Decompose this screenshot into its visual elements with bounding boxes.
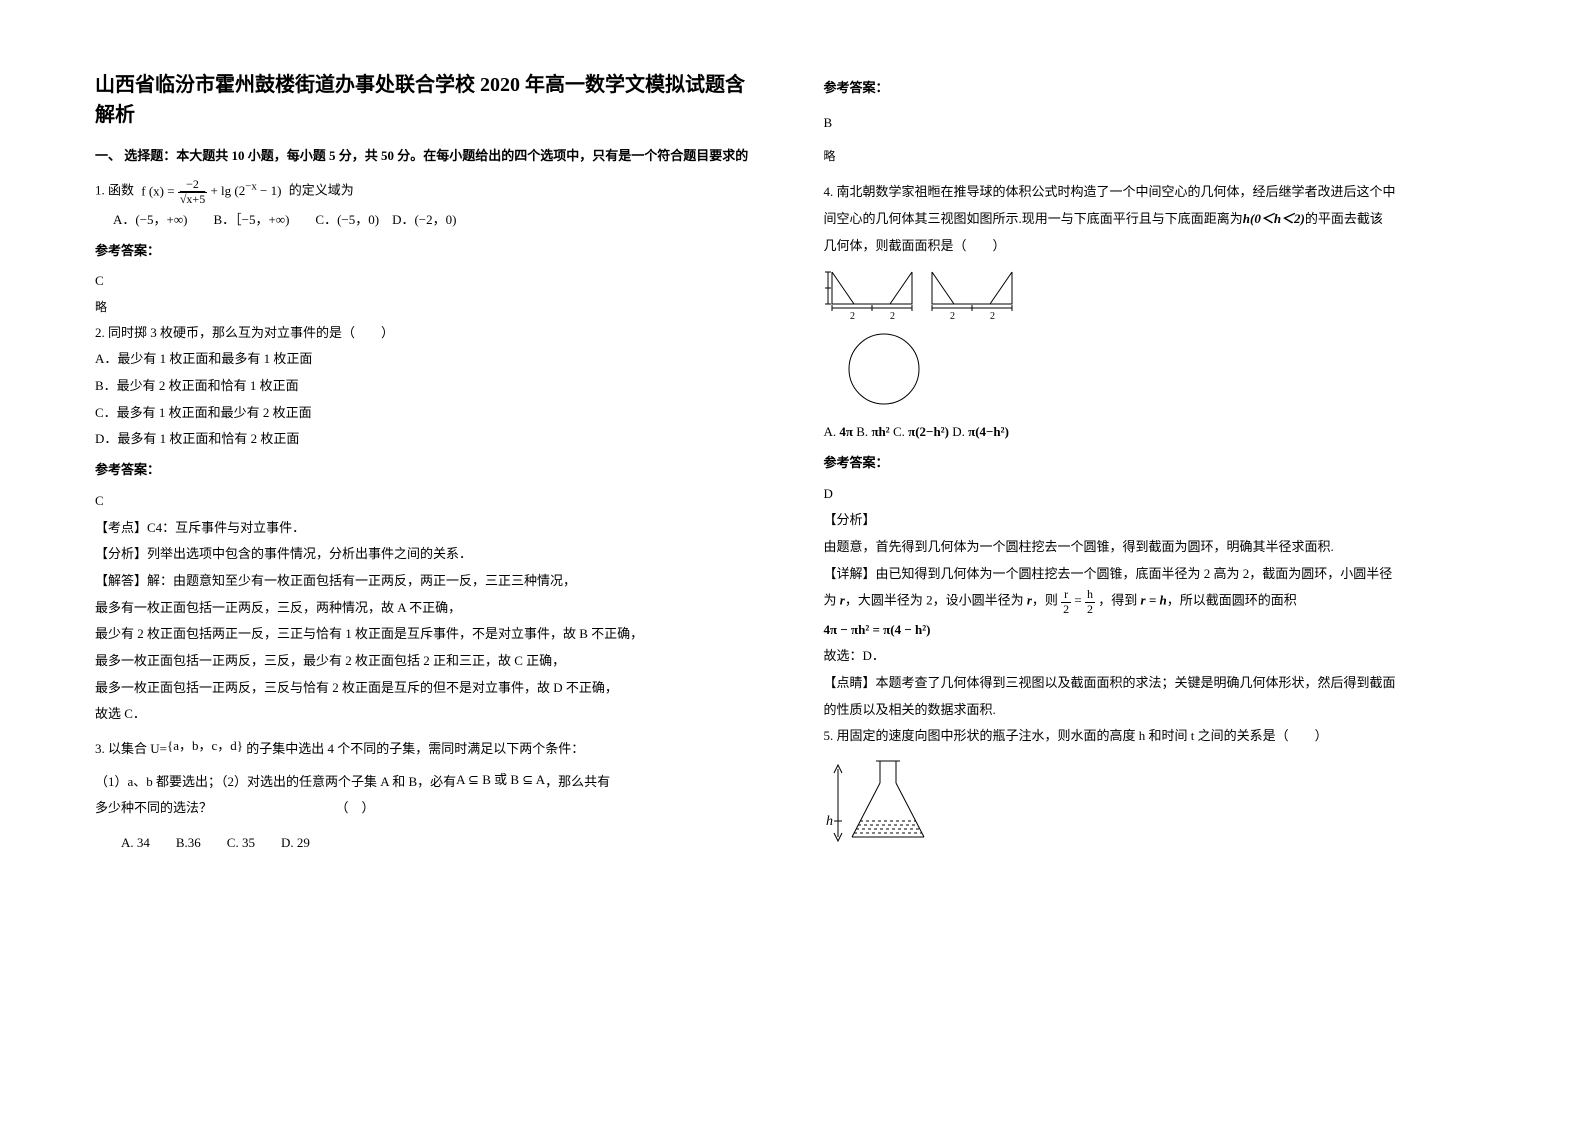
q4-answer: D xyxy=(824,482,1493,507)
q4-frac-l: r2 xyxy=(1061,588,1071,615)
q4-optD: π(4−h²) xyxy=(968,424,1009,439)
fv-tick2: 2 xyxy=(890,311,895,322)
sv-tick1: 2 xyxy=(950,311,955,322)
q4-l1: 4. 南北朝数学家祖暅在推导球的体积公式时构造了一个中间空心的几何体，经后继学者… xyxy=(824,180,1493,205)
q3-rel: A ⊆ B 或 B ⊆ A xyxy=(456,772,545,787)
q4-dp2: 的性质以及相关的数据求面积. xyxy=(824,698,1493,723)
q2-optC: C．最多有 1 枚正面和最少有 2 枚正面 xyxy=(95,401,764,426)
q3-l2a: （1）a、b 都要选出；（2）对选出的任意两个子集 A 和 B，必有 xyxy=(95,774,456,789)
q3-line1: 3. 以集合 U={a，b，c，d} 的子集中选出 4 个不同的子集，需同时满足… xyxy=(95,737,764,762)
q1-formula: f (x) = −2 √x+5 + lg (2−x − 1) xyxy=(141,177,281,206)
q3-line2: （1）a、b 都要选出；（2）对选出的任意两个子集 A 和 B，必有A ⊆ B … xyxy=(95,770,764,795)
q3-l2b: ，那么共有 xyxy=(545,774,610,789)
q1-tail: + lg (2−x − 1) xyxy=(210,183,281,198)
q4-frac-l-num: r xyxy=(1061,588,1071,602)
q1-sqrt: √x+5 xyxy=(180,192,205,206)
q4-frac-r: h2 xyxy=(1085,588,1095,615)
q2-kd: 【考点】C4：互斥事件与对立事件． xyxy=(95,516,764,541)
q4-frac-r-den: 2 xyxy=(1085,603,1095,616)
q4-jd2e: ，所以截面圆环的面积 xyxy=(1167,593,1297,608)
q2-optA: A．最少有 1 枚正面和最多有 1 枚正面 xyxy=(95,347,764,372)
flask-diagram: h xyxy=(824,755,944,855)
q1-prefix: 1. 函数 xyxy=(95,182,134,197)
q2-fx: 【分析】列举出选项中包含的事件情况，分析出事件之间的关系． xyxy=(95,542,764,567)
q4-fxh: 【分析】 xyxy=(824,508,1493,533)
q2-jd3: 最少有 2 枚正面包括两正一反，三正与恰有 1 枚正面是互斥事件，不是对立事件，… xyxy=(95,622,764,647)
q2-jd4: 最多一枚正面包括一正两反，三反，最少有 2 枚正面包括 2 正和三正，故 C 正… xyxy=(95,649,764,674)
q4-jd2a: 为 xyxy=(824,593,840,608)
flask-outline xyxy=(852,761,924,837)
q2-jd5: 最多一枚正面包括一正两反，三反与恰有 2 枚正面是互斥的但不是对立事件，故 D … xyxy=(95,676,764,701)
q3-answer: B xyxy=(824,111,1493,136)
h-arrow xyxy=(834,765,842,841)
q4-l3: 几何体，则截面面积是（ ） xyxy=(824,234,1493,259)
water-hatch xyxy=(854,821,922,833)
q3-answer-label: 参考答案： xyxy=(824,76,1493,101)
q4-eq: = xyxy=(1074,593,1081,608)
q1-fx: f (x) = xyxy=(141,183,174,198)
q2-optB: B．最少有 2 枚正面和恰有 1 枚正面 xyxy=(95,374,764,399)
q3-l1a: 3. 以集合 U= xyxy=(95,741,167,756)
q3-opts: A. 34 B.36 C. 35 D. 29 xyxy=(95,831,764,856)
q4-optA-pre: A. xyxy=(824,424,840,439)
q2-jd2: 最多有一枚正面包括一正两反，三反，两种情况，故 A 不正确， xyxy=(95,596,764,621)
q1-stem: 1. 函数 f (x) = −2 √x+5 + lg (2−x − 1) 的定义… xyxy=(95,177,764,206)
q4-jd1: 【详解】由已知得到几何体为一个圆柱挖去一个圆锥，底面半径为 2 高为 2，截面为… xyxy=(824,562,1493,587)
side-view: 2 2 xyxy=(932,272,1012,322)
q3-note: 略 xyxy=(824,145,1493,168)
q2-optD: D．最多有 1 枚正面和恰有 2 枚正面 xyxy=(95,427,764,452)
q2-answer: C xyxy=(95,489,764,514)
q1-answer-label: 参考答案： xyxy=(95,239,764,264)
q4-optD-pre: D. xyxy=(952,424,968,439)
q1-frac: −2 √x+5 xyxy=(178,178,207,205)
exam-title: 山西省临汾市霍州鼓楼街道办事处联合学校 2020 年高一数学文模拟试题含解析 xyxy=(95,70,764,130)
q4-optC: π(2−h²) xyxy=(908,424,949,439)
q4-jd2d: ，得到 xyxy=(1098,593,1140,608)
page-root: 山西省临汾市霍州鼓楼街道办事处联合学校 2020 年高一数学文模拟试题含解析 一… xyxy=(0,0,1587,898)
q4-fx1: 由题意，首先得到几何体为一个圆柱挖去一个圆锥，得到截面为圆环，明确其半径求面积. xyxy=(824,535,1493,560)
q1-frac-den: √x+5 xyxy=(178,193,207,206)
h-label: h xyxy=(826,814,833,829)
q4-jd2c: ，则 xyxy=(1032,593,1058,608)
q4-hcond: h(0＜h＜2) xyxy=(1243,211,1305,226)
front-view: 2 2 xyxy=(825,272,912,322)
q1-options: A．(−5，+∞) B．［−5，+∞) C．(−5，0) D．(−2，0) xyxy=(95,208,764,233)
q2-jd1: 【解答】解：由题意知至少有一枚正面包括有一正两反，两正一反，三正三种情况， xyxy=(95,569,764,594)
fv-tick1: 2 xyxy=(850,311,855,322)
sv-tick2: 2 xyxy=(990,311,995,322)
q4-optA: 4π xyxy=(839,424,853,439)
q4-frac-r-num: h xyxy=(1085,588,1095,602)
q1-frac-num: −2 xyxy=(178,178,207,192)
column-left: 山西省临汾市霍州鼓楼街道办事处联合学校 2020 年高一数学文模拟试题含解析 一… xyxy=(95,70,764,858)
q3-line3: 多少种不同的选法？ （ ） xyxy=(95,796,764,821)
three-view-diagram: 2 2 2 2 xyxy=(824,264,1024,414)
q5-stem: 5. 用固定的速度向图中形状的瓶子注水，则水面的高度 h 和时间 t 之间的关系… xyxy=(824,724,1493,749)
q3-l1b: 的子集中选出 4 个不同的子集，需同时满足以下两个条件： xyxy=(243,741,584,756)
q1-answer: C xyxy=(95,269,764,294)
q2-answer-label: 参考答案： xyxy=(95,458,764,483)
column-right: 参考答案： B 略 4. 南北朝数学家祖暅在推导球的体积公式时构造了一个中间空心… xyxy=(824,70,1493,858)
q4-jd2-rh: r = h xyxy=(1141,593,1167,608)
q4-optB: πh² xyxy=(871,424,889,439)
q1-note: 略 xyxy=(95,296,764,319)
q2-jd6: 故选 C． xyxy=(95,702,764,727)
q2-stem: 2. 同时掷 3 枚硬币，那么互为对立事件的是（ ） xyxy=(95,321,764,346)
q4-options: A. 4π B. πh² C. π(2−h²) D. π(4−h²) xyxy=(824,420,1493,445)
q4-jd2: 为 r，大圆半径为 2，设小圆半径为 r，则 r2 = h2 ，得到 r = h… xyxy=(824,588,1493,615)
q1-suffix: 的定义域为 xyxy=(289,182,354,197)
q4-jd4: 故选：D． xyxy=(824,644,1493,669)
top-view xyxy=(849,334,919,404)
q4-jd3: 4π − πh² = π(4 − h²) xyxy=(824,618,1493,643)
q4-optC-pre: C. xyxy=(893,424,908,439)
q4-jd2b: ，大圆半径为 2，设小圆半径为 xyxy=(845,593,1027,608)
q3-set: {a，b，c，d} xyxy=(167,738,243,753)
q4-answer-label: 参考答案： xyxy=(824,451,1493,476)
q4-l2: 间空心的几何体其三视图如图所示.现用一与下底面平行且与下底面距离为h(0＜h＜2… xyxy=(824,207,1493,232)
q4-frac-l-den: 2 xyxy=(1061,603,1071,616)
q4-dp1: 【点睛】本题考查了几何体得到三视图以及截面面积的求法；关键是明确几何体形状，然后… xyxy=(824,671,1493,696)
q4-l2b: 的平面去截该 xyxy=(1305,211,1383,226)
q4-l2a: 间空心的几何体其三视图如图所示.现用一与下底面平行且与下底面距离为 xyxy=(824,211,1243,226)
section-1-heading: 一、 选择题：本大题共 10 小题，每小题 5 分，共 50 分。在每小题给出的… xyxy=(95,146,764,167)
q4-optB-pre: B. xyxy=(856,424,871,439)
